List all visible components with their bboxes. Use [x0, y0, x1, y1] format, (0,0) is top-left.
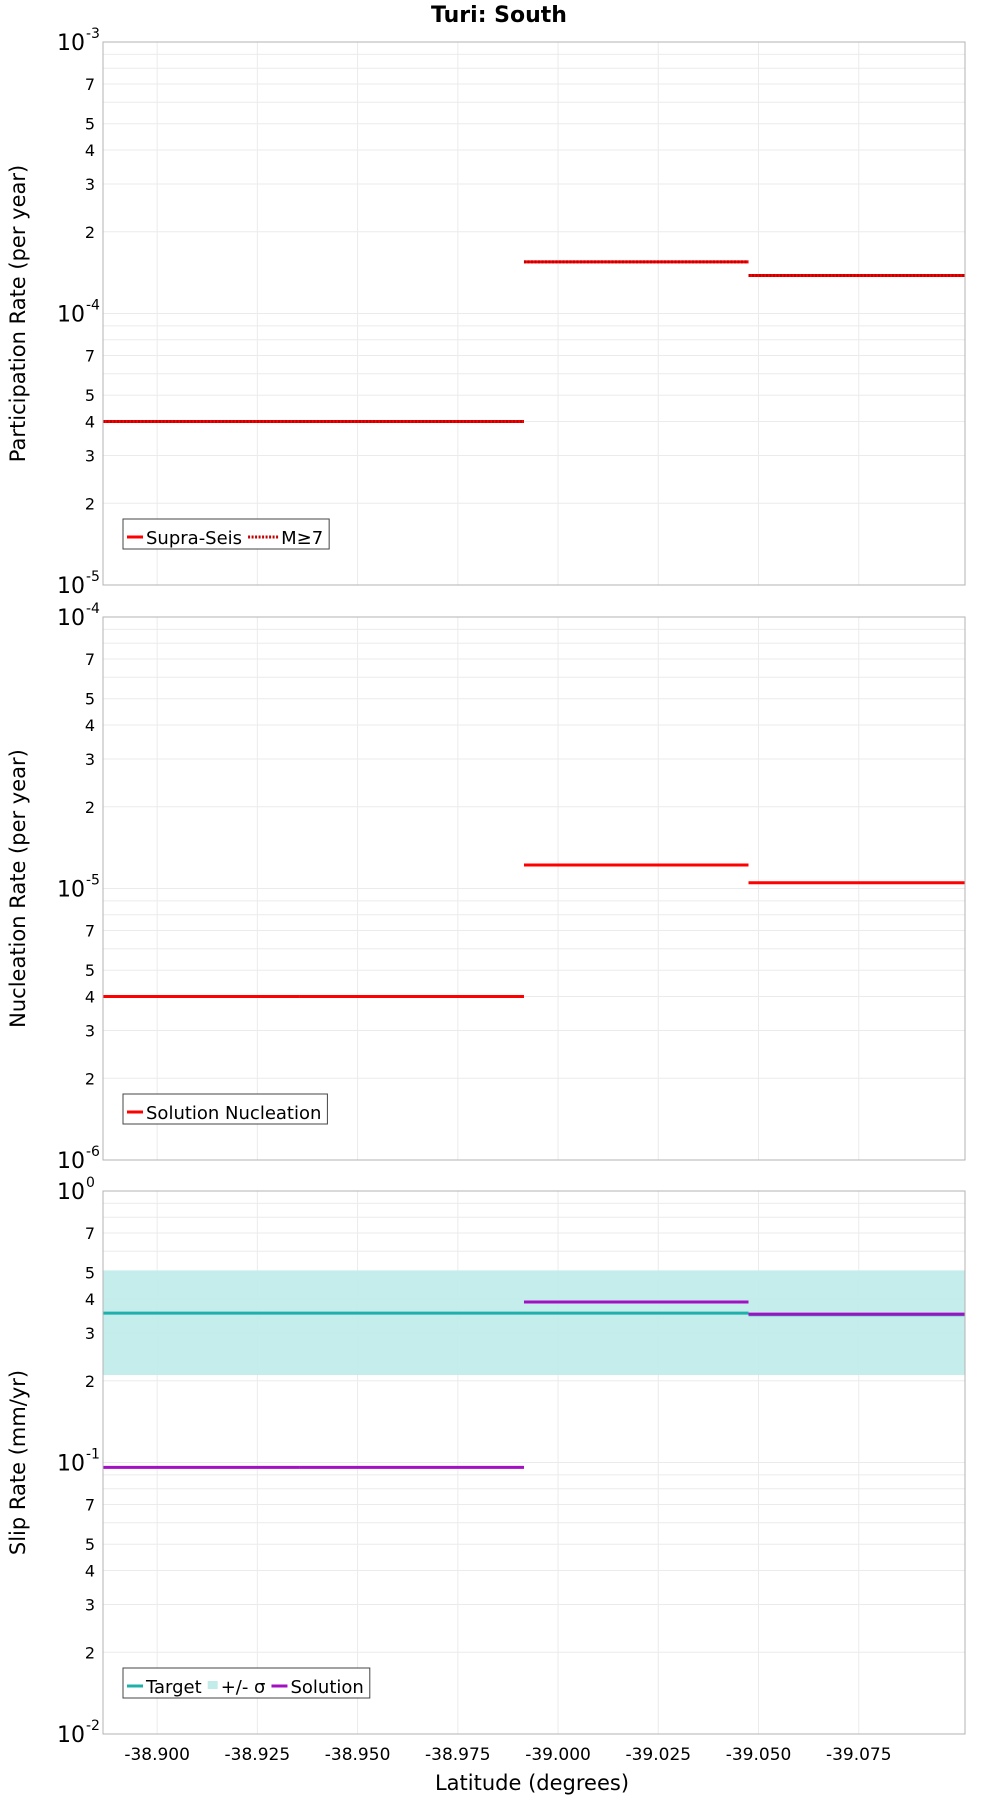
y-decade-exponent: -4 [86, 298, 100, 314]
y-tick-label: 4 [85, 988, 95, 1007]
y-tick-label: 5 [85, 115, 95, 134]
y-decade-exponent: 0 [86, 1175, 95, 1191]
y-tick-label: 7 [85, 922, 95, 941]
y-tick-label: 5 [85, 1535, 95, 1554]
y-tick-label: 2 [85, 494, 95, 513]
x-tick-label: -39.075 [826, 1745, 892, 1765]
y-tick-label: 3 [85, 1021, 95, 1040]
y-tick-label: 2 [85, 798, 95, 817]
y-tick-label: 7 [85, 650, 95, 669]
y-decade-label: 10 [57, 606, 85, 631]
legend-swatch [207, 1681, 218, 1689]
y-tick-label: 5 [85, 961, 95, 980]
y-tick-label: 4 [85, 1562, 95, 1581]
y-tick-label: 5 [85, 690, 95, 709]
y-decade-label: 10 [57, 1149, 85, 1174]
legend-frame [122, 1667, 371, 1699]
y-tick-label: 7 [85, 75, 95, 94]
y-tick-label: 4 [85, 141, 95, 160]
legend-label: +/- σ [221, 1677, 266, 1698]
legend-label: Target [145, 1677, 202, 1698]
chart-title: Turi: South [431, 3, 567, 28]
y-tick-label: 7 [85, 1224, 95, 1243]
plot-frame [102, 41, 966, 586]
y-tick-label: 3 [85, 1595, 95, 1614]
y-decade-label: 10 [57, 1452, 85, 1477]
y-axis-label: Slip Rate (mm/yr) [6, 1370, 30, 1555]
plot-frame [102, 1190, 966, 1735]
y-decade-exponent: -5 [86, 873, 100, 889]
plot-frame [102, 616, 966, 1161]
y-decade-exponent: -2 [86, 1718, 100, 1734]
x-tick-label: -39.050 [726, 1745, 792, 1765]
y-decade-label: 10 [57, 1723, 85, 1748]
x-tick-label: -39.025 [625, 1745, 691, 1765]
y-decade-exponent: -4 [86, 601, 100, 617]
y-tick-label: 5 [85, 1264, 95, 1283]
y-decade-exponent: -3 [86, 26, 100, 42]
y-tick-label: 2 [85, 223, 95, 242]
legend: Target +/- σ Solution [122, 1667, 371, 1699]
y-axis-label: Participation Rate (per year) [6, 165, 30, 462]
x-tick-label: -39.000 [525, 1745, 591, 1765]
y-decade-label: 10 [57, 574, 85, 599]
x-tick-label: -38.925 [225, 1745, 291, 1765]
y-tick-label: 3 [85, 446, 95, 465]
y-tick-label: 5 [85, 386, 95, 405]
y-tick-label: 2 [85, 1069, 95, 1088]
y-decade-exponent: -1 [86, 1447, 100, 1463]
y-tick-label: 7 [85, 347, 95, 366]
y-tick-label: 3 [85, 750, 95, 769]
legend-label: Solution [290, 1677, 363, 1698]
y-tick-label: 3 [85, 175, 95, 194]
x-axis-label: Latitude (degrees) [435, 1771, 629, 1795]
legend: Supra-Seis M≥7 [122, 518, 330, 550]
y-decade-label: 10 [57, 1180, 85, 1205]
sigma-band [103, 1270, 965, 1376]
y-tick-label: 4 [85, 1290, 95, 1309]
legend-label: Supra-Seis [146, 528, 242, 549]
y-tick-label: 4 [85, 716, 95, 735]
legend-label: M≥7 [281, 528, 323, 549]
y-axis-label: Nucleation Rate (per year) [6, 749, 30, 1028]
y-decade-label: 10 [57, 31, 85, 56]
y-decade-exponent: -5 [86, 569, 100, 585]
y-decade-exponent: -6 [86, 1144, 100, 1160]
x-tick-label: -38.950 [325, 1745, 391, 1765]
y-tick-label: 2 [85, 1643, 95, 1662]
x-tick-label: -38.900 [124, 1745, 190, 1765]
y-tick-label: 2 [85, 1372, 95, 1391]
y-tick-label: 3 [85, 1324, 95, 1343]
y-tick-label: 7 [85, 1496, 95, 1515]
y-decade-label: 10 [57, 303, 85, 328]
legend-label: Solution Nucleation [146, 1103, 321, 1124]
x-tick-label: -38.975 [425, 1745, 491, 1765]
legend-frame [122, 518, 330, 550]
y-decade-label: 10 [57, 878, 85, 903]
legend-frame [122, 1093, 328, 1125]
legend: Solution Nucleation [122, 1093, 328, 1125]
y-tick-label: 4 [85, 413, 95, 432]
